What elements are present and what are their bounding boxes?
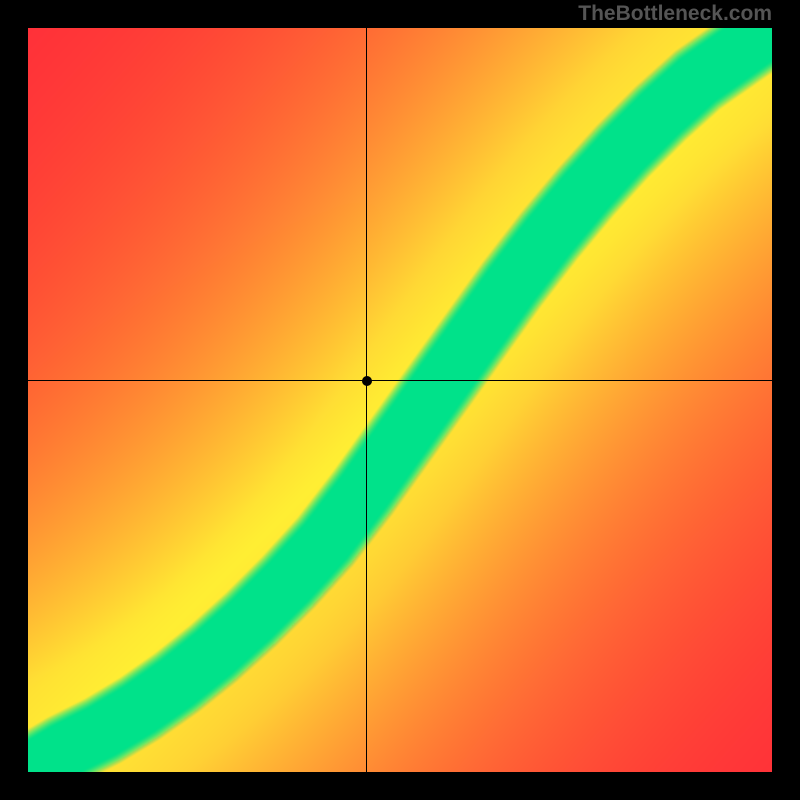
crosshair-vertical [366, 28, 367, 772]
watermark-text: TheBottleneck.com [578, 2, 772, 26]
figure-container: TheBottleneck.com [0, 0, 800, 800]
heatmap-canvas [28, 28, 772, 772]
plot-area [28, 28, 772, 772]
crosshair-marker [362, 376, 372, 386]
crosshair-horizontal [28, 380, 772, 381]
